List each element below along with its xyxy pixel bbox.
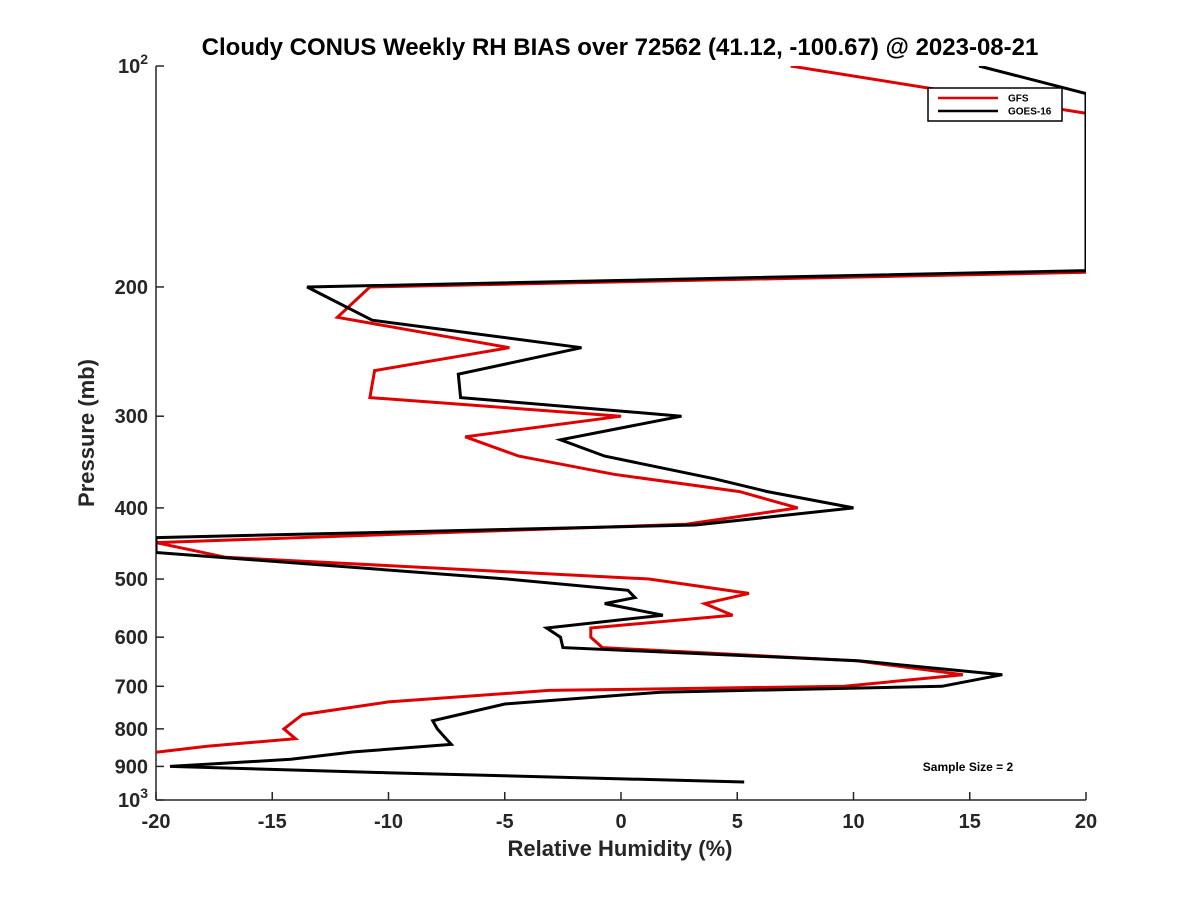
legend-entry-label: GFS (1008, 94, 1029, 105)
x-axis-label: Relative Humidity (%) (508, 836, 733, 861)
y-tick-label: 102 (118, 51, 148, 78)
x-tick-label: -10 (374, 811, 403, 833)
axes: -20 -15 -10 -5 0 5 10 15 20 102 200 300 400 500 600 700… (115, 51, 1098, 833)
x-tick-label: 10 (842, 811, 864, 833)
y-tick-label: 700 (115, 676, 148, 698)
y-tick-label: 200 (115, 277, 148, 299)
y-tick-label: 800 (115, 719, 148, 741)
sample-size-annotation: Sample Size = 2 (923, 760, 1014, 774)
y-tick-label: 103 (118, 785, 148, 812)
x-tick-label: -15 (258, 811, 287, 833)
y-tick-label: 400 (115, 498, 148, 520)
legend: GFS GOES-16 (927, 87, 1063, 122)
y-tick-label: 500 (115, 569, 148, 591)
series-layer (156, 66, 1086, 784)
x-tick-label: -5 (496, 811, 514, 833)
y-axis-label: Pressure (mb) (74, 359, 99, 507)
x-tick-label: 20 (1075, 811, 1097, 833)
series-line-goes-16 (156, 66, 1086, 784)
chart-title: Cloudy CONUS Weekly RH BIAS over 72562 (… (202, 34, 1039, 61)
legend-box (927, 87, 1063, 122)
x-tick-label: 0 (615, 811, 626, 833)
y-tick-label: 900 (115, 756, 148, 778)
x-tick-label: -20 (142, 811, 171, 833)
x-tick-label: 5 (732, 811, 743, 833)
y-tick-label: 600 (115, 627, 148, 649)
legend-entry-label: GOES-16 (1008, 107, 1052, 118)
y-tick-label: 300 (115, 406, 148, 428)
series-line-gfs (156, 66, 1086, 754)
x-tick-label: 15 (959, 811, 981, 833)
